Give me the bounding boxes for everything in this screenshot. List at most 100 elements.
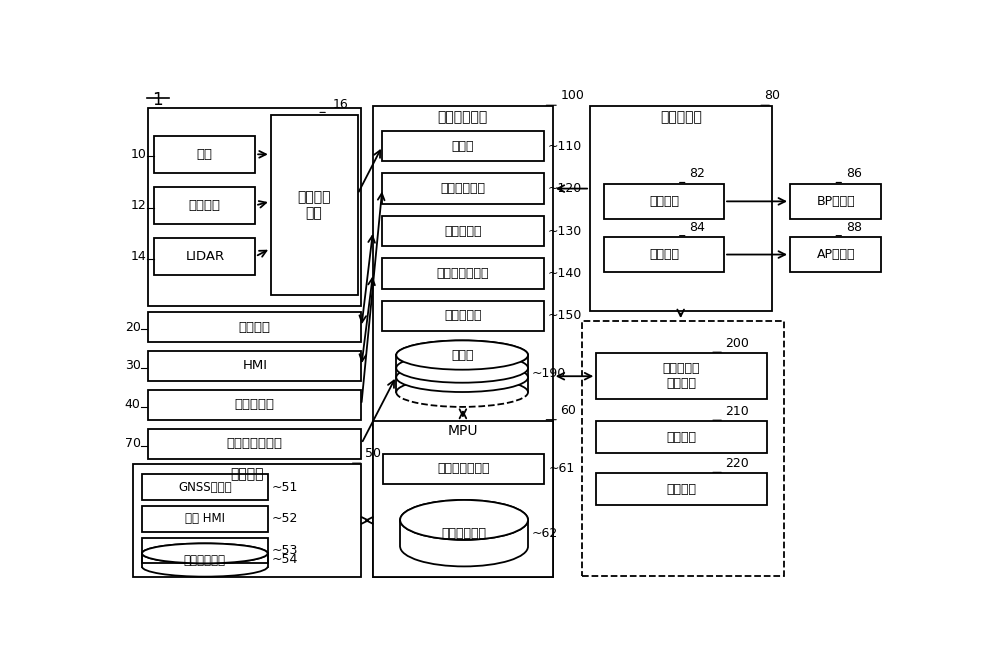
Text: AP传感器: AP传感器 [816,248,855,261]
Text: 50: 50 [365,447,381,460]
Text: 12: 12 [131,199,147,212]
Bar [142,506,268,532]
Text: 第一地图信息: 第一地图信息 [184,554,226,566]
Bar [271,116,358,295]
Text: ~120: ~120 [547,182,582,195]
Text: 相机: 相机 [197,148,213,161]
Bar [590,106,772,311]
Text: 220: 220 [726,457,749,470]
Text: 导航装置: 导航装置 [230,467,264,481]
Bar [154,238,255,275]
Ellipse shape [142,543,268,563]
Text: 60: 60 [561,404,576,416]
Bar [596,421,767,453]
Text: HMI: HMI [242,359,267,373]
Text: 第二地图信息: 第二地图信息 [442,527,487,540]
Bar [604,237,724,272]
Ellipse shape [396,363,528,392]
Text: 识别部: 识别部 [452,139,474,153]
Text: GNSS接收机: GNSS接收机 [178,481,232,493]
Bar [142,474,268,500]
Text: 制动踏板: 制动踏板 [649,195,679,208]
Bar [148,108,361,306]
Text: 80: 80 [764,89,780,102]
Text: BP传感器: BP传感器 [816,195,855,208]
Bar [382,301,544,331]
Bar [148,312,361,342]
Text: ~53: ~53 [271,544,298,557]
Bar [142,538,268,563]
Text: ~140: ~140 [547,267,582,280]
Bar [148,429,361,459]
Text: 1: 1 [152,91,163,109]
Text: 30: 30 [125,359,140,373]
Ellipse shape [396,341,528,370]
Text: ~62: ~62 [532,527,558,540]
Bar [382,131,544,161]
Text: 驾驶员识别部: 驾驶员识别部 [440,182,485,195]
Text: 通信装置: 通信装置 [239,321,271,333]
Bar [382,216,544,246]
Text: MPU: MPU [448,424,478,438]
Text: ~52: ~52 [271,513,298,525]
Bar [154,136,255,173]
Text: 86: 86 [846,167,862,181]
Bar [382,173,544,204]
Bar [133,464,361,576]
Bar [148,390,361,420]
Text: 行驶驱动力
输出装置: 行驶驱动力 输出装置 [663,363,700,390]
Text: 油门踏板: 油门踏板 [649,248,679,261]
Bar [596,473,767,505]
Text: 84: 84 [689,220,705,234]
Bar [790,184,881,218]
Text: 支援控制部: 支援控制部 [444,309,482,323]
Text: ~110: ~110 [547,139,582,153]
Text: 14: 14 [131,250,147,263]
Text: 弯路判定部: 弯路判定部 [444,224,482,238]
Text: 10: 10 [131,148,147,161]
Text: LIDAR: LIDAR [185,250,224,263]
Text: 驾驶操作件: 驾驶操作件 [660,110,702,125]
Text: 16: 16 [333,98,348,112]
Text: 100: 100 [561,89,584,102]
Text: 驾驶支援装置: 驾驶支援装置 [438,110,488,125]
Text: 物体识别
装置: 物体识别 装置 [297,191,331,220]
Text: 推荐车道决定部: 推荐车道决定部 [437,462,490,475]
Bar [790,237,881,272]
Text: 驾驶员监视相机: 驾驶员监视相机 [227,437,283,450]
Text: 40: 40 [125,398,140,412]
Text: ~150: ~150 [547,309,582,323]
Text: ~54: ~54 [271,553,298,566]
Text: 210: 210 [726,405,749,418]
Ellipse shape [142,543,268,563]
Text: ~190: ~190 [532,367,566,380]
Text: ~51: ~51 [271,481,298,493]
Text: 82: 82 [689,167,705,181]
Text: 88: 88 [846,220,862,234]
Text: 20: 20 [125,321,140,333]
Bar [582,321,784,576]
Text: 存储部: 存储部 [451,349,473,362]
Ellipse shape [396,353,528,382]
Text: 70: 70 [124,437,140,450]
Ellipse shape [400,500,528,540]
Bar [373,106,553,576]
Text: 雷达装置: 雷达装置 [189,199,221,212]
Text: ~61: ~61 [548,462,574,475]
Bar [148,351,361,381]
Ellipse shape [400,500,528,540]
Text: 车辆传感器: 车辆传感器 [235,398,275,412]
Text: ~130: ~130 [547,224,582,238]
Text: 导航 HMI: 导航 HMI [185,513,225,525]
Text: 转向装置: 转向装置 [666,483,696,496]
Bar [604,184,724,218]
Bar [154,187,255,224]
Bar [382,258,544,289]
Text: 路径决定部: 路径决定部 [187,544,222,557]
Text: 200: 200 [726,337,750,350]
Text: 制动装置: 制动装置 [666,430,696,444]
Bar [596,353,767,399]
Ellipse shape [396,341,528,370]
Bar [373,421,553,576]
Bar [383,454,544,483]
